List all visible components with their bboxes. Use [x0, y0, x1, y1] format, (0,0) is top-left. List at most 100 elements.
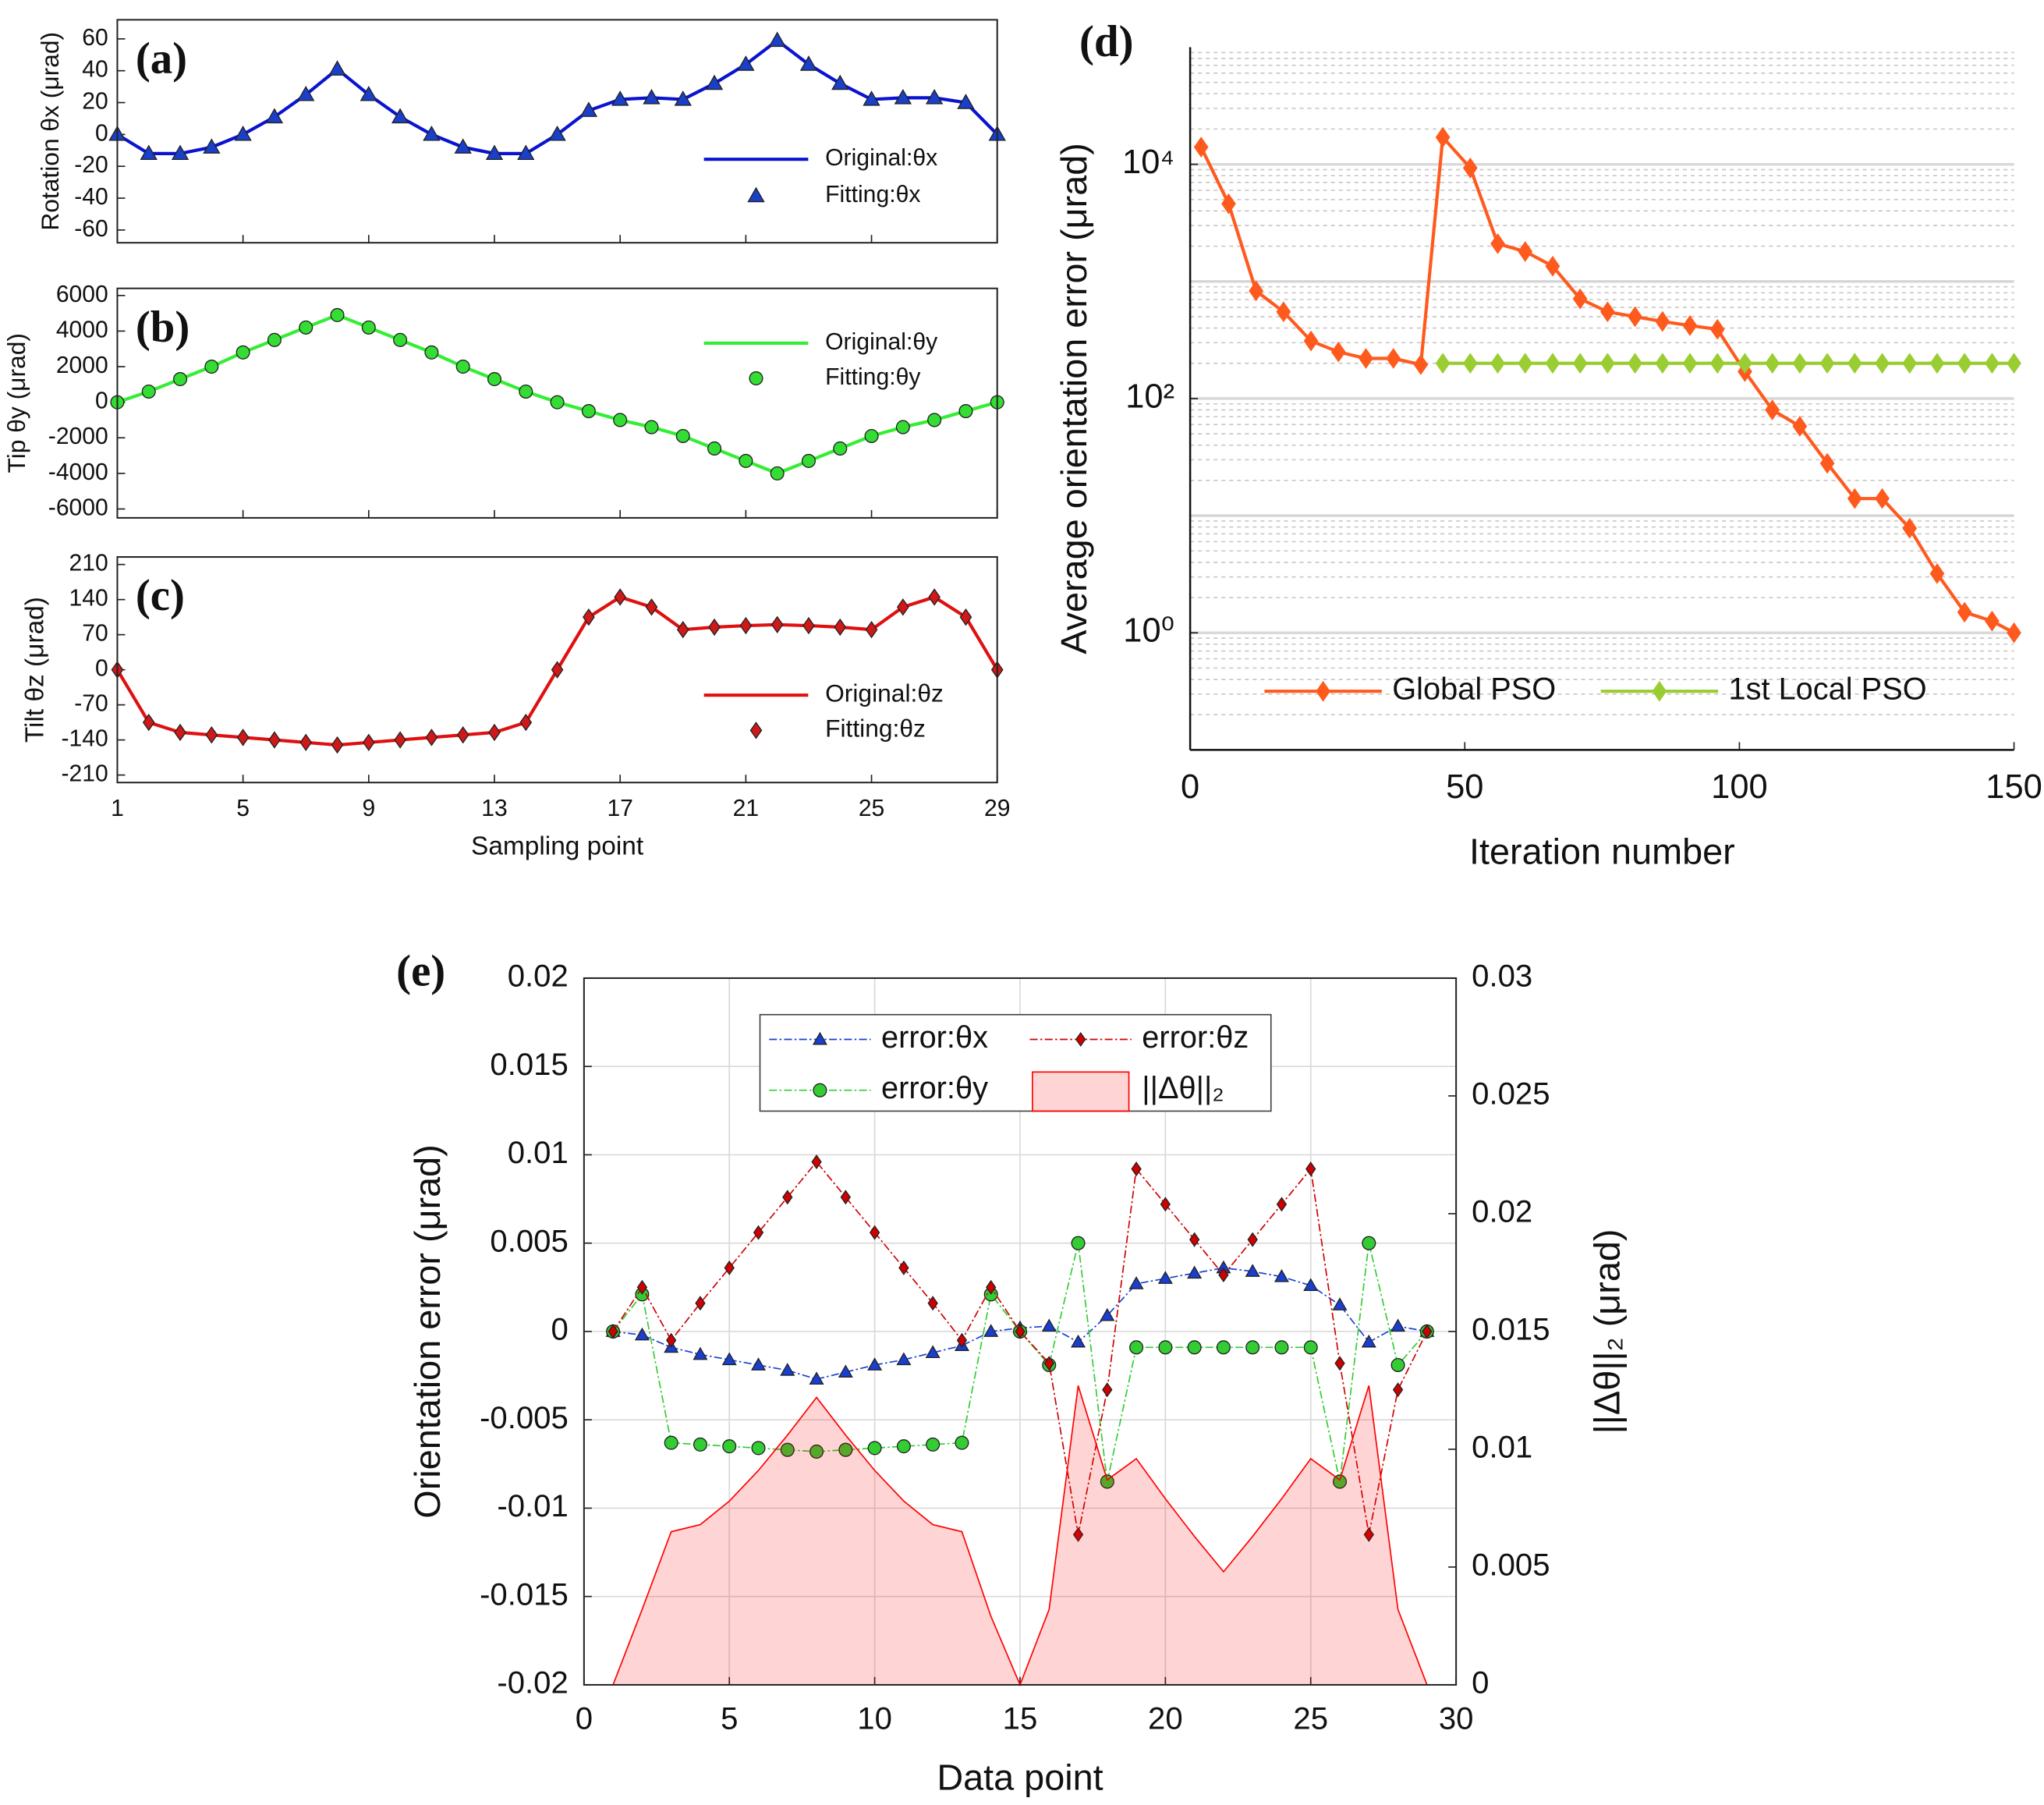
y-tick-label: 0.02 — [508, 959, 569, 994]
marker — [1422, 1324, 1433, 1339]
legend-label: Original:θx — [825, 145, 937, 171]
y-axis-label: Tilt θz (μrad) — [21, 597, 50, 743]
marker — [391, 108, 409, 124]
marker — [1245, 1340, 1260, 1355]
marker — [739, 616, 753, 635]
legend-label: error:θz — [1142, 1020, 1249, 1055]
x-tick-label: 0 — [576, 1702, 593, 1736]
marker — [1462, 157, 1478, 179]
y2-tick-label: 0.015 — [1472, 1313, 1550, 1347]
marker — [1490, 353, 1505, 374]
marker — [708, 618, 721, 637]
y-tick-label: 0.015 — [490, 1048, 568, 1082]
x-axis-label: Data point — [937, 1757, 1103, 1797]
marker — [751, 1441, 766, 1456]
marker — [1875, 488, 1890, 509]
x-tick-label: 21 — [733, 796, 759, 821]
x-tick-label: 25 — [859, 796, 884, 821]
marker — [1305, 1161, 1316, 1177]
plot-frame — [116, 556, 998, 784]
marker — [1249, 280, 1264, 302]
y-tick-label: 70 — [82, 621, 108, 647]
marker — [1187, 1265, 1203, 1279]
marker — [724, 1260, 735, 1275]
marker — [360, 85, 377, 101]
marker — [1545, 255, 1560, 277]
marker — [328, 60, 346, 76]
marker — [799, 55, 818, 71]
y-tick-label: 0 — [551, 1313, 568, 1347]
marker — [895, 420, 910, 434]
y-tick-label: 0 — [95, 388, 108, 414]
marker — [693, 1437, 707, 1452]
plot-frame — [116, 287, 998, 519]
y-tick-label: 2000 — [56, 353, 108, 378]
y-tick-label: 0.01 — [508, 1136, 569, 1170]
y-tick-label: 4000 — [56, 317, 108, 342]
marker — [1600, 301, 1615, 323]
marker — [809, 1444, 824, 1459]
marker — [897, 598, 909, 616]
marker — [864, 428, 879, 444]
marker — [802, 616, 815, 635]
marker — [898, 1260, 909, 1275]
marker — [1518, 353, 1533, 374]
marker — [581, 404, 596, 419]
marker — [644, 420, 659, 434]
marker — [811, 1154, 822, 1170]
legend-label: Original:θy — [825, 329, 938, 355]
x-tick-label: 5 — [236, 796, 250, 821]
y-axis-label: Rotation θx (μrad) — [36, 32, 64, 231]
marker — [664, 1435, 678, 1450]
marker — [666, 1332, 677, 1348]
legend-label: Fitting:θx — [825, 182, 920, 207]
marker — [747, 186, 765, 203]
x-tick-label: 0 — [1181, 768, 1199, 806]
marker — [1330, 341, 1346, 363]
marker — [780, 1363, 795, 1376]
x-tick-label: 10 — [857, 1702, 892, 1736]
marker — [1929, 353, 1945, 374]
y2-tick-label: 0.02 — [1472, 1195, 1532, 1229]
panel-label: (e) — [396, 947, 445, 996]
marker — [1847, 353, 1862, 374]
x-tick-label: 13 — [481, 796, 507, 821]
x-tick-label: 5 — [721, 1702, 738, 1736]
y-tick-label: -20 — [74, 152, 108, 178]
marker — [956, 1332, 968, 1348]
marker — [645, 598, 658, 616]
panel-label: (b) — [136, 303, 190, 352]
marker — [770, 615, 784, 633]
marker — [676, 621, 689, 639]
marker — [1792, 353, 1808, 374]
legend-swatch — [1032, 1071, 1130, 1112]
y2-tick-label: 0 — [1472, 1666, 1489, 1700]
marker — [695, 1296, 706, 1311]
y-axis-label: Average orientation error (μrad) — [1054, 143, 1094, 654]
marker — [1129, 1340, 1144, 1355]
marker — [643, 89, 661, 105]
x-tick-label: 17 — [607, 796, 632, 821]
y-tick-label: 0 — [95, 656, 108, 682]
y-tick-label: 140 — [69, 586, 108, 612]
y-tick-label: 210 — [69, 551, 108, 576]
marker — [1985, 610, 2000, 632]
marker — [770, 466, 785, 481]
marker — [519, 713, 533, 732]
marker — [268, 731, 281, 749]
marker — [1157, 1271, 1173, 1284]
marker — [423, 125, 441, 141]
marker — [1929, 563, 1945, 584]
marker — [1100, 1307, 1115, 1321]
marker — [1392, 1382, 1404, 1398]
marker — [959, 608, 972, 626]
legend-label: error:θy — [881, 1071, 988, 1105]
marker — [1985, 353, 2000, 374]
marker — [331, 736, 344, 754]
y-tick-label: -40 — [74, 184, 108, 210]
marker — [1875, 353, 1890, 374]
marker — [1413, 354, 1429, 375]
marker — [1386, 348, 1401, 369]
y-tick-label: -0.005 — [480, 1401, 569, 1435]
marker — [958, 404, 973, 419]
